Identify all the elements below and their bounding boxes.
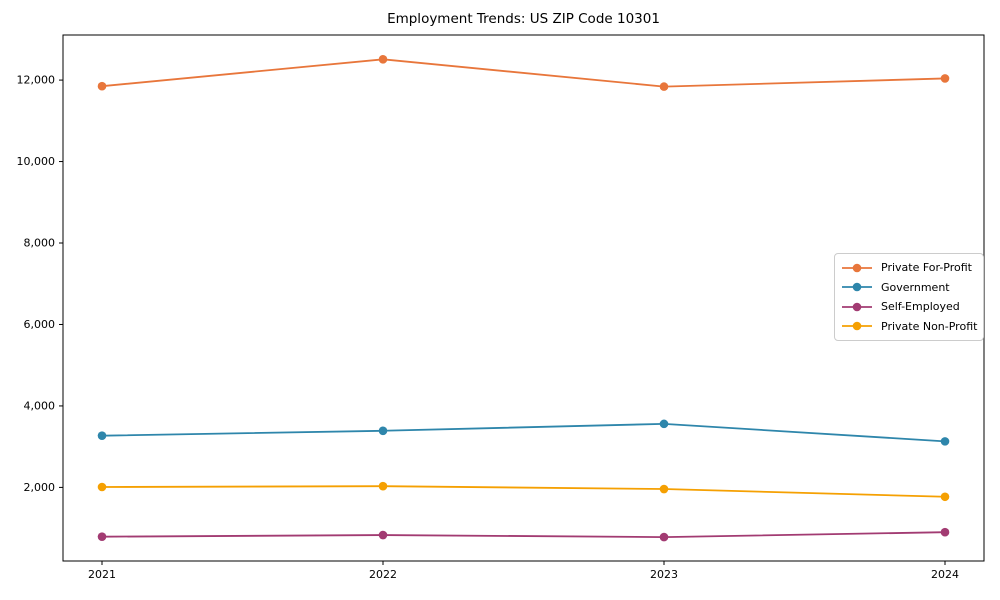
series-marker (378, 481, 388, 491)
series-marker (97, 431, 107, 440)
series-marker (659, 532, 669, 542)
series-line (101, 422, 946, 443)
series-marker (940, 527, 950, 537)
series-marker (940, 492, 950, 502)
legend-item: Private Non-Profit (841, 317, 977, 335)
legend-label: Private For-Profit (881, 261, 972, 275)
legend-label: Private Non-Profit (881, 319, 978, 333)
legend-item: Private For-Profit (841, 259, 977, 277)
series-marker (378, 426, 388, 436)
legend-label: Self-Employed (881, 300, 960, 314)
series-marker (378, 55, 388, 64)
axes-spines (62, 34, 985, 562)
series-marker (940, 437, 950, 446)
legend-line-marker-icon (842, 282, 872, 292)
legend: Private For-Profit Government Self-Employe… (834, 253, 984, 341)
x-tick-label: 2023 (650, 568, 678, 581)
legend-item: Self-Employed (841, 298, 977, 316)
y-tick-label: 8,000 (24, 237, 56, 250)
legend-line-marker-icon (842, 302, 872, 312)
y-tick-label: 4,000 (24, 399, 56, 412)
legend-line-marker-icon (842, 263, 872, 273)
y-tick-label: 10,000 (17, 155, 56, 168)
series-marker (378, 530, 388, 540)
series-marker (659, 82, 669, 91)
x-tick-label: 2021 (88, 568, 116, 581)
chart-title: Employment Trends: US ZIP Code 10301 (387, 11, 660, 27)
series-marker (659, 484, 669, 494)
legend-line-marker-icon (842, 321, 872, 331)
legend-item: Government (841, 278, 977, 296)
series-line (101, 531, 946, 538)
series-marker (659, 419, 669, 429)
y-tick-label: 2,000 (24, 481, 56, 494)
x-tick-label: 2022 (369, 568, 397, 581)
series-marker (97, 81, 107, 91)
x-tick-label: 2024 (931, 568, 959, 581)
y-tick-label: 12,000 (17, 74, 56, 87)
y-tick-label: 6,000 (24, 318, 56, 331)
series-marker (940, 74, 950, 83)
series-marker (97, 532, 107, 541)
legend-label: Government (881, 280, 950, 294)
series-marker (97, 482, 107, 492)
series-line (101, 485, 946, 498)
series-line (101, 58, 946, 88)
